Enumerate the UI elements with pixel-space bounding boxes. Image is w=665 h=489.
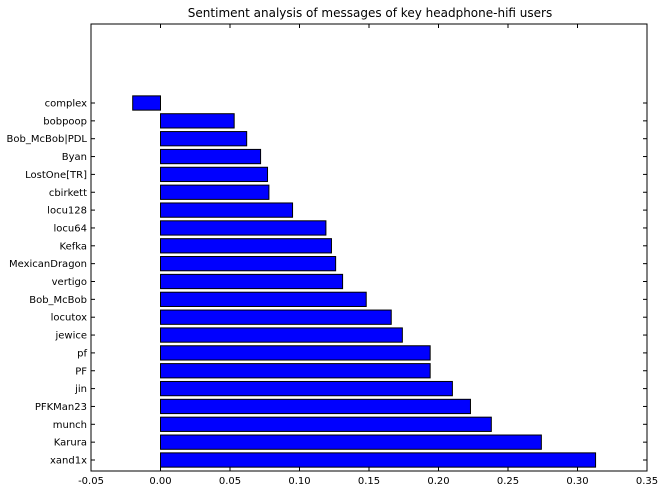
y-tick-label: cbirkett bbox=[49, 188, 87, 199]
bar-Bob_McBob|PDL bbox=[160, 131, 248, 147]
y-tick-label: locutox bbox=[51, 313, 87, 324]
y-tick-label: pf bbox=[77, 348, 87, 359]
bar-munch bbox=[160, 416, 492, 432]
x-tick-label: 0.25 bbox=[497, 476, 519, 487]
bars-group bbox=[132, 95, 597, 468]
bar-LostOne[TR] bbox=[160, 166, 269, 183]
y-tick-label: Byan bbox=[62, 152, 87, 163]
bar-pf bbox=[160, 345, 431, 361]
y-tick-label: locu64 bbox=[54, 223, 87, 234]
y-tick-label: vertigo bbox=[52, 277, 87, 288]
y-tick-label: Bob_McBob|PDL bbox=[7, 134, 88, 145]
x-tick-label: -0.05 bbox=[78, 476, 104, 487]
bar-vertigo bbox=[160, 273, 344, 290]
bar-locutox bbox=[160, 309, 392, 325]
y-tick-label: MexicanDragon bbox=[9, 259, 87, 270]
y-tick-label: locu128 bbox=[47, 206, 87, 217]
bar-Kefka bbox=[160, 238, 332, 254]
ticks-group: xand1x Karura munch PFKMan23 jin PF pf jewice lo… bbox=[7, 24, 658, 487]
bar-PFKMan23 bbox=[160, 398, 471, 415]
y-tick-label: Kefka bbox=[60, 241, 87, 252]
y-tick-label: munch bbox=[53, 420, 87, 431]
bar-MexicanDragon bbox=[160, 256, 337, 272]
bar-jin bbox=[160, 380, 453, 397]
y-tick-label: jin bbox=[74, 384, 87, 395]
bar-Byan bbox=[160, 148, 262, 165]
x-tick-label: 0.20 bbox=[427, 476, 449, 487]
y-tick-label: bobpoop bbox=[43, 116, 87, 127]
bar-jewice bbox=[160, 327, 403, 343]
x-tick-label: 0.05 bbox=[219, 476, 241, 487]
x-tick-label: 0.30 bbox=[566, 476, 588, 487]
y-tick-label: LostOne[TR] bbox=[25, 170, 87, 181]
bar-Karura bbox=[160, 434, 542, 450]
y-tick-label: complex bbox=[45, 99, 87, 110]
y-tick-label: PFKMan23 bbox=[35, 402, 87, 413]
bar-bobpoop bbox=[160, 113, 235, 129]
plot-area-frame bbox=[90, 23, 648, 472]
y-tick-label: jewice bbox=[54, 331, 87, 342]
x-tick-label: 0.15 bbox=[358, 476, 380, 487]
x-tick-label: 0.10 bbox=[288, 476, 310, 487]
y-tick-label: Karura bbox=[54, 438, 87, 449]
bar-xand1x bbox=[160, 452, 597, 468]
bar-PF bbox=[160, 363, 431, 379]
chart-title: Sentiment analysis of messages of key he… bbox=[188, 6, 552, 20]
x-tick-label: 0.00 bbox=[149, 476, 171, 487]
bar-complex bbox=[132, 95, 161, 111]
bar-cbirkett bbox=[160, 184, 270, 200]
y-tick-label: xand1x bbox=[50, 456, 87, 467]
x-tick-label: 0.35 bbox=[636, 476, 658, 487]
bar-locu128 bbox=[160, 202, 294, 218]
y-tick-label: Bob_McBob bbox=[29, 295, 87, 306]
bar-Bob_McBob bbox=[160, 291, 367, 307]
y-tick-label: PF bbox=[75, 366, 87, 377]
bar-locu64 bbox=[160, 220, 327, 236]
